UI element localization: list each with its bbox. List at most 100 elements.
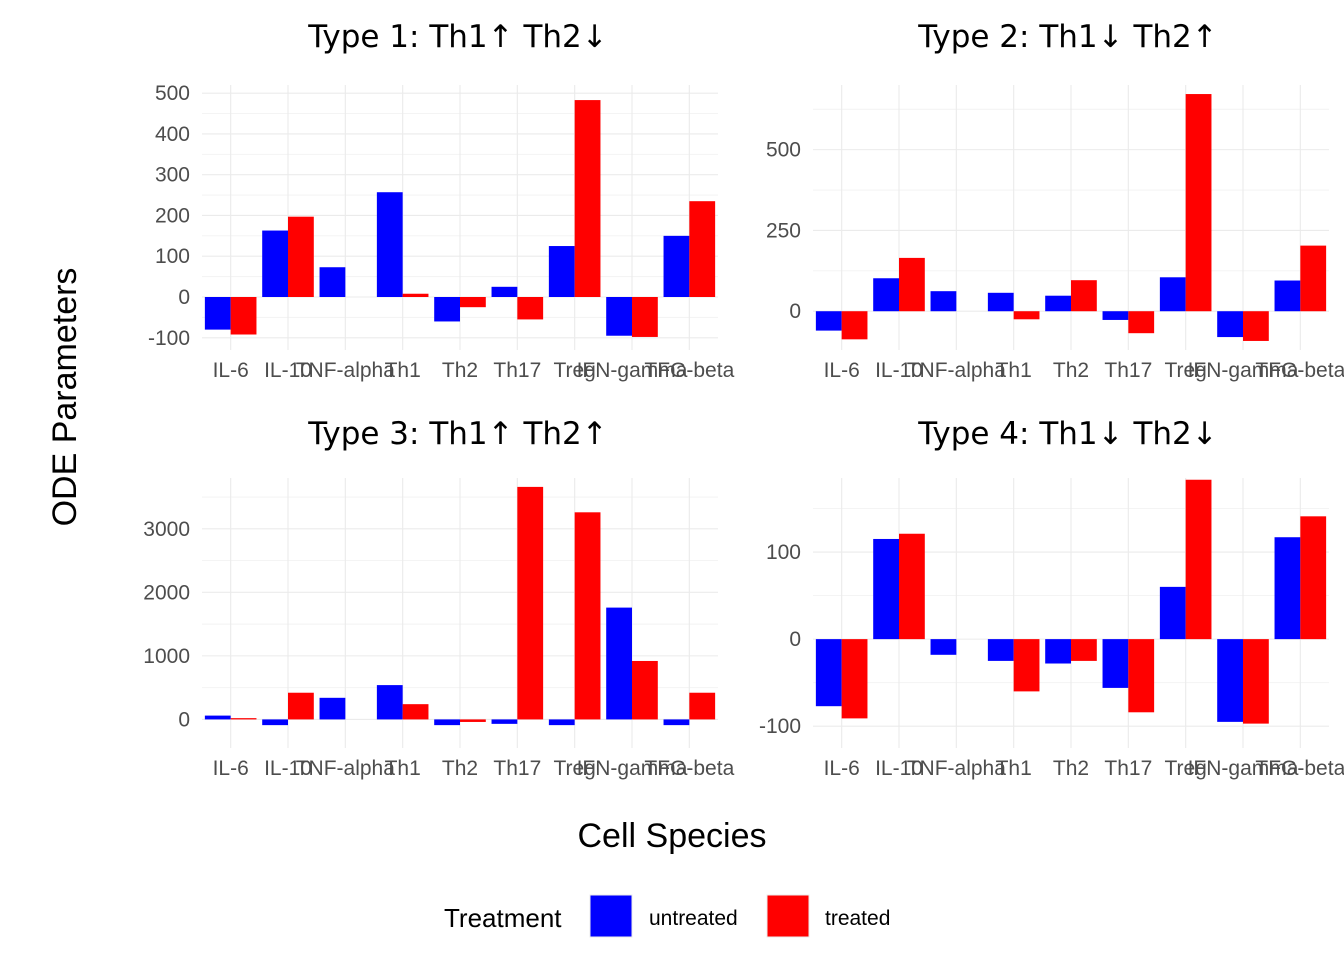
bar-treated-tfg-beta <box>689 692 716 720</box>
bar-treated-treg <box>1185 94 1212 312</box>
bar-treated-il-6 <box>841 639 868 719</box>
bar-treated-tfg-beta <box>689 201 716 297</box>
x-tick-label: IL-10 <box>264 359 312 382</box>
x-tick-label: TNF-alpha <box>907 757 1007 780</box>
bar-untreated-tfg-beta <box>663 235 690 297</box>
bar-treated-treg <box>1185 479 1212 640</box>
bar-untreated-il-6 <box>204 715 231 720</box>
bar-untreated-il-6 <box>204 297 231 330</box>
bar-treated-ifn-gamma <box>1243 639 1269 724</box>
legend-title: Treatment <box>444 903 562 933</box>
x-tick-label: IL-6 <box>824 757 860 780</box>
bar-untreated-il-10 <box>262 719 288 726</box>
bar-treated-il-10 <box>899 533 925 640</box>
x-tick-label: TFG-beta <box>1255 757 1344 780</box>
x-tick-label: TFG-beta <box>644 359 734 382</box>
y-tick-label: 200 <box>155 204 190 227</box>
x-tick-label: Th1 <box>385 359 421 382</box>
legend-label-untreated: untreated <box>649 907 738 930</box>
x-tick-label: Th17 <box>1104 359 1152 382</box>
bar-untreated-treg <box>1159 586 1186 640</box>
x-tick-label: Treg <box>1164 359 1206 382</box>
x-tick-label: IL-10 <box>875 757 923 780</box>
legend-swatch-untreated <box>589 894 633 938</box>
bar-treated-th17 <box>1128 639 1155 713</box>
bar-treated-th2 <box>1071 639 1097 661</box>
y-axis-title: ODE Parameters <box>46 268 84 527</box>
y-tick-label: 0 <box>178 286 190 309</box>
bar-treated-tfg-beta <box>1300 245 1327 312</box>
bar-untreated-th17 <box>1102 639 1129 688</box>
bar-untreated-tnf-alpha <box>319 267 346 297</box>
bar-untreated-il-6 <box>815 639 842 707</box>
bar-untreated-treg <box>1159 277 1186 312</box>
y-tick-label: 250 <box>766 219 801 242</box>
bar-treated-treg <box>574 512 601 720</box>
bar-untreated-th1 <box>987 292 1014 312</box>
bar-treated-il-6 <box>230 297 257 335</box>
legend-label-treated: treated <box>825 907 890 930</box>
bar-untreated-il-6 <box>815 311 842 331</box>
bar-treated-th1 <box>402 704 429 720</box>
x-tick-label: Th17 <box>493 359 541 382</box>
bar-untreated-th1 <box>987 639 1014 661</box>
bar-untreated-th2 <box>1045 639 1071 664</box>
bar-untreated-ifn-gamma <box>1217 311 1243 338</box>
y-tick-label: 1000 <box>143 645 190 668</box>
y-tick-label: 100 <box>766 541 801 564</box>
bar-treated-il-6 <box>230 718 257 720</box>
x-tick-label: Treg <box>553 359 595 382</box>
bar-untreated-tfg-beta <box>1274 537 1301 640</box>
x-tick-label: Treg <box>553 757 595 780</box>
y-tick-label: 0 <box>178 708 190 731</box>
bar-treated-ifn-gamma <box>632 297 658 337</box>
bar-treated-il-10 <box>288 692 314 720</box>
x-tick-label: IL-6 <box>213 757 249 780</box>
x-tick-label: Th17 <box>1104 757 1152 780</box>
y-tick-label: -100 <box>148 327 190 350</box>
bar-treated-ifn-gamma <box>1243 311 1269 341</box>
bar-treated-il-6 <box>841 311 868 340</box>
bar-untreated-ifn-gamma <box>1217 639 1243 722</box>
bar-treated-th2 <box>460 719 486 722</box>
y-tick-label: 400 <box>155 123 190 146</box>
x-tick-label: Th17 <box>493 757 541 780</box>
x-tick-label: Th2 <box>1053 757 1089 780</box>
bar-treated-th1 <box>1013 639 1040 692</box>
bar-treated-il-10 <box>899 257 925 312</box>
y-tick-label: 0 <box>789 628 801 651</box>
x-tick-label: TNF-alpha <box>296 757 396 780</box>
bar-untreated-ifn-gamma <box>606 297 632 336</box>
y-tick-label: 500 <box>155 82 190 105</box>
x-tick-label: IL-10 <box>264 757 312 780</box>
bar-untreated-th1 <box>376 685 403 720</box>
bar-untreated-th17 <box>1102 311 1129 320</box>
bar-untreated-th2 <box>1045 295 1071 312</box>
bar-treated-th1 <box>402 293 429 297</box>
bar-untreated-tnf-alpha <box>930 291 957 312</box>
bar-untreated-tfg-beta <box>1274 280 1301 312</box>
bar-untreated-th2 <box>434 719 460 726</box>
bar-untreated-il-10 <box>262 230 288 297</box>
bar-treated-il-10 <box>288 216 314 297</box>
bar-untreated-th1 <box>376 192 403 297</box>
bar-treated-th17 <box>1128 311 1155 334</box>
y-tick-label: 3000 <box>143 518 190 541</box>
bar-untreated-th2 <box>434 297 460 322</box>
x-tick-label: TFG-beta <box>1255 359 1344 382</box>
panel-title: Type 2: Th1↓ Th2↑ <box>917 19 1218 55</box>
bar-untreated-ifn-gamma <box>606 607 632 720</box>
x-tick-label: Th1 <box>996 359 1032 382</box>
bar-treated-th17 <box>517 297 544 320</box>
x-tick-label: IFN-gamma <box>1188 359 1299 382</box>
y-tick-label: 0 <box>789 300 801 323</box>
bar-untreated-th17 <box>491 719 518 724</box>
y-tick-label: -100 <box>759 715 801 738</box>
bar-untreated-tfg-beta <box>663 719 690 726</box>
